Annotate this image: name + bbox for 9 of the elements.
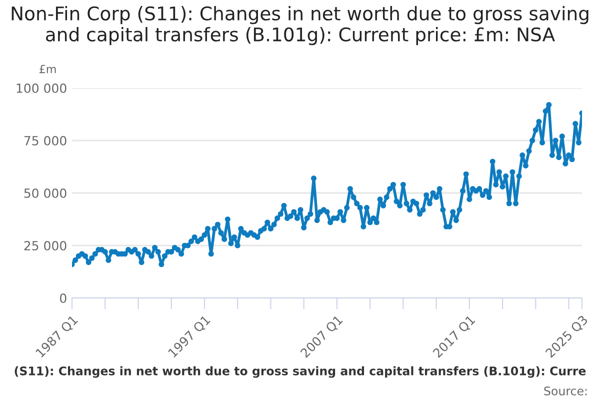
text: (S11): Changes in net worth due to gross saving and capital transfers (B.101g): Curre — [14, 366, 586, 378]
y-tick-label: 100 000 — [16, 83, 66, 93]
y-tick-label: 50 000 — [24, 188, 66, 198]
chart-title: Non-Fin Corp (S11): Changes in net worth due to gross saving and capital transfers (B.101g): Current price: £m: NSA — [12, 6, 588, 46]
y-tick-label: 75 000 — [24, 136, 66, 146]
source-note: Source: — [544, 386, 587, 396]
y-axis-title: £m — [40, 64, 56, 74]
y-tick-label: 0 — [60, 293, 66, 303]
y-tick-label: 25 000 — [24, 240, 66, 250]
